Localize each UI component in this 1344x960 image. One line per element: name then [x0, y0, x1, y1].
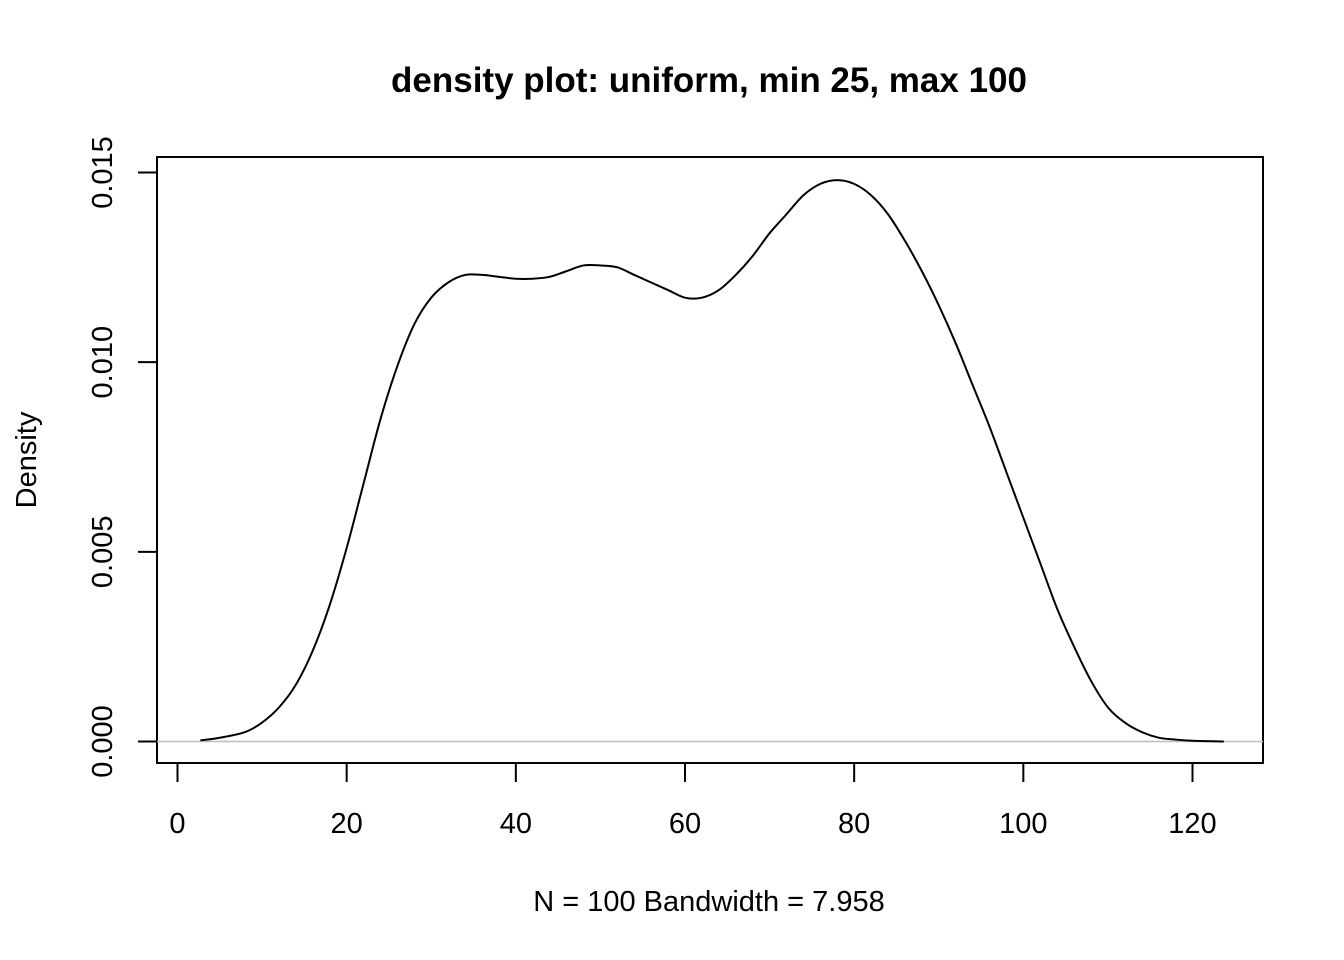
y-tick-label: 0.015	[87, 136, 119, 209]
y-axis: 0.000 0.005 0.010 0.015	[87, 136, 158, 778]
x-tick-label: 100	[999, 808, 1047, 840]
x-axis: 0 20 40 60 80 100 120	[169, 762, 1217, 840]
chart-title: density plot: uniform, min 25, max 100	[391, 61, 1027, 100]
x-tick-label: 0	[169, 808, 185, 840]
x-tick-label: 40	[500, 808, 532, 840]
x-tick-label: 20	[331, 808, 363, 840]
y-tick-label: 0.005	[87, 516, 119, 589]
x-axis-label: N = 100 Bandwidth = 7.958	[533, 886, 884, 918]
y-axis-label: Density	[11, 411, 43, 508]
density-curve	[200, 179, 1224, 743]
plot-box	[156, 156, 1264, 764]
x-tick-label: 120	[1168, 808, 1216, 840]
x-tick-label: 80	[838, 808, 870, 840]
y-tick-label: 0.010	[87, 326, 119, 399]
x-tick-label: 60	[669, 808, 701, 840]
y-tick-label: 0.000	[87, 705, 119, 778]
